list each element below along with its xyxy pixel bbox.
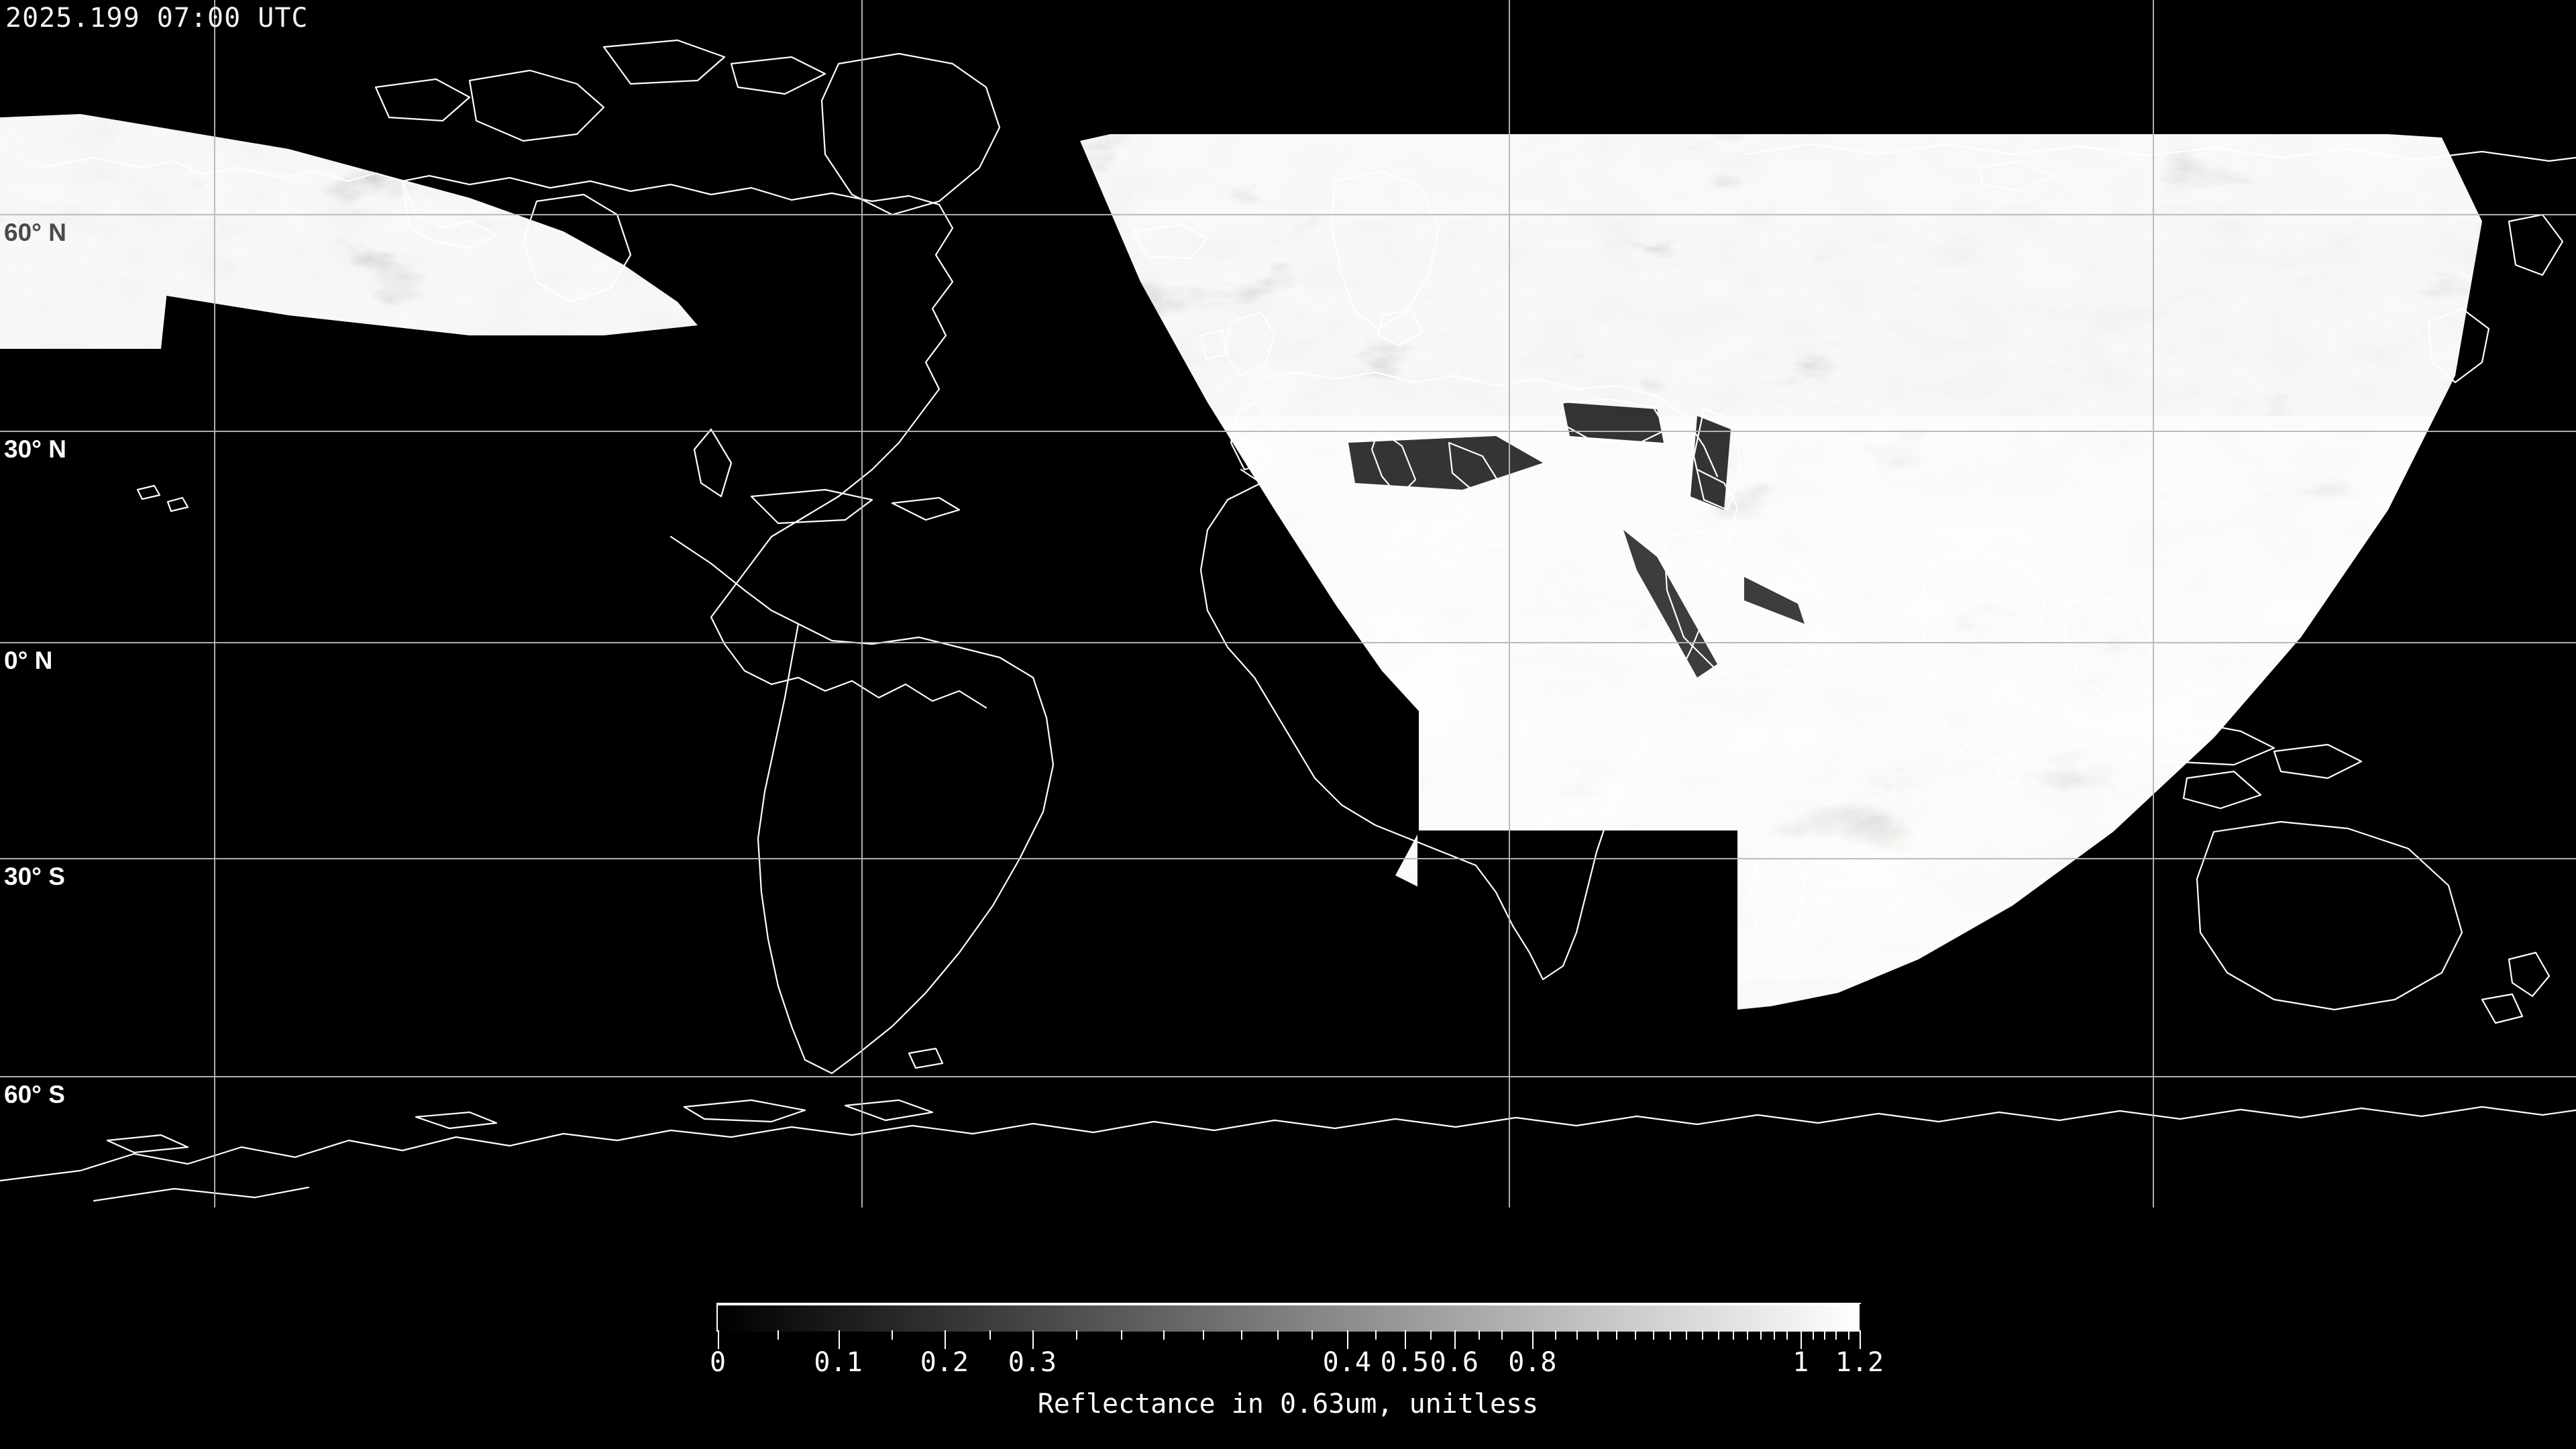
colorbar-minor-tick xyxy=(1686,1330,1688,1340)
coastlines xyxy=(0,39,2576,1202)
colorbar-tick xyxy=(1404,1330,1406,1349)
colorbar-tick-label: 0.3 xyxy=(1008,1347,1057,1378)
map-panel[interactable]: 60° N 30° N 0° N 30° S 60° S 2025.199 07… xyxy=(0,0,2576,1208)
graticule xyxy=(0,0,2576,1208)
colorbar-minor-tick xyxy=(1847,1330,1849,1340)
colorbar-tick-label: 0.4 xyxy=(1322,1347,1371,1378)
colorbar-minor-tick xyxy=(777,1330,779,1340)
colorbar-minor-tick xyxy=(1702,1330,1704,1340)
colorbar-minor-tick xyxy=(1774,1330,1776,1340)
colorbar-tick-label: 1.2 xyxy=(1835,1347,1884,1378)
page-title: 2025.199 07:00 UTC xyxy=(5,3,309,34)
colorbar-minor-tick xyxy=(1616,1330,1618,1340)
colorbar-minor-tick xyxy=(1277,1330,1279,1340)
colorbar-minor-tick xyxy=(1786,1330,1788,1340)
colorbar-tick xyxy=(838,1330,840,1349)
colorbar-minor-tick xyxy=(1554,1330,1556,1340)
colorbar-minor-tick xyxy=(1746,1330,1748,1340)
colorbar-minor-tick xyxy=(1670,1330,1672,1340)
colorbar-minor-tick xyxy=(1478,1330,1480,1340)
colorbar-minor-tick xyxy=(1120,1330,1122,1340)
colorbar-minor-tick xyxy=(1240,1330,1242,1340)
colorbar-minor-tick xyxy=(1835,1330,1837,1340)
colorbar-minor-tick xyxy=(1375,1330,1377,1340)
colorbar-tick-label: 0.1 xyxy=(814,1347,863,1378)
colorbar-minor-tick xyxy=(1813,1330,1815,1340)
colorbar-minor-tick xyxy=(1076,1330,1078,1340)
colorbar-minor-tick xyxy=(1163,1330,1165,1340)
colorbar-minor-tick xyxy=(1430,1330,1432,1340)
lat-label-60n: 60° N xyxy=(4,219,66,246)
lat-label-30s: 30° S xyxy=(4,863,65,890)
colorbar-minor-tick xyxy=(1311,1330,1313,1340)
colorbar-tick xyxy=(1860,1330,1861,1349)
colorbar-tick xyxy=(1032,1330,1034,1349)
colorbar-minor-tick xyxy=(1203,1330,1205,1340)
colorbar-minor-tick xyxy=(989,1330,991,1340)
colorbar-minor-tick xyxy=(1760,1330,1762,1340)
colorbar-tick-label: 0.6 xyxy=(1430,1347,1479,1378)
colorbar-tick-label: 0.2 xyxy=(920,1347,969,1378)
colorbar-minor-tick xyxy=(1576,1330,1578,1340)
colorbar-tick xyxy=(1532,1330,1534,1349)
colorbar-tick xyxy=(1346,1330,1348,1349)
colorbar-tick xyxy=(944,1330,946,1349)
colorbar-minor-tick xyxy=(891,1330,893,1340)
colorbar-tick xyxy=(1801,1330,1803,1349)
colorbar-minor-tick xyxy=(1652,1330,1654,1340)
colorbar-tick-label: 1 xyxy=(1792,1347,1809,1378)
colorbar-minor-tick xyxy=(1733,1330,1735,1340)
lat-label-0n: 0° N xyxy=(4,647,53,674)
colorbar-minor-tick xyxy=(1634,1330,1636,1340)
colorbar-panel: 0 0.1 0.2 0.3 0.4 0.5 0.6 0.8 1 1.2 Reflectance i… xyxy=(0,1208,2576,1449)
colorbar-minor-tick xyxy=(1824,1330,1826,1340)
colorbar-minor-tick xyxy=(1501,1330,1503,1340)
colorbar-tick xyxy=(1454,1330,1456,1349)
colorbar-frame xyxy=(716,1303,1861,1332)
world-map-svg xyxy=(0,0,2576,1208)
colorbar-tick xyxy=(718,1330,719,1349)
colorbar-tick-label: 0.5 xyxy=(1380,1347,1429,1378)
colorbar-minor-tick xyxy=(1597,1330,1599,1340)
colorbar-minor-tick xyxy=(1717,1330,1719,1340)
lat-label-60s: 60° S xyxy=(4,1081,65,1108)
colorbar-gradient[interactable] xyxy=(718,1304,1860,1332)
lat-label-30n: 30° N xyxy=(4,435,66,463)
colorbar-tick-label: 0 xyxy=(709,1347,727,1378)
colorbar-tick-label: 0.8 xyxy=(1508,1347,1557,1378)
colorbar-caption: Reflectance in 0.63um, unitless xyxy=(1037,1389,1539,1419)
